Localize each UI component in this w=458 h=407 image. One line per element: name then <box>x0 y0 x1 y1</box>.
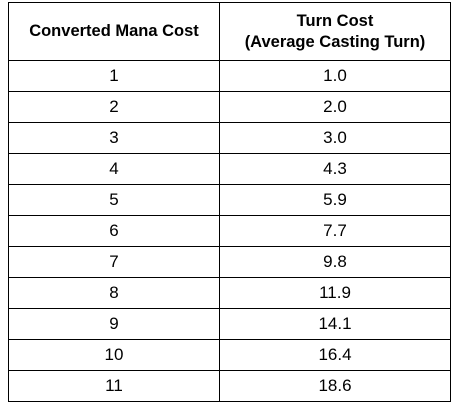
header-turn-cost: Turn Cost (Average Casting Turn) <box>219 2 451 61</box>
header-converted-mana-cost-label: Converted Mana Cost <box>29 22 199 40</box>
turn-cost-cell: 18.6 <box>219 370 451 402</box>
cmc-cell: 5 <box>8 184 220 216</box>
cmc-cell: 8 <box>8 277 220 309</box>
cmc-cell: 6 <box>8 215 220 247</box>
cmc-cell: 1 <box>8 60 220 92</box>
table-row: 11 18.6 <box>8 370 451 402</box>
header-row: Converted Mana Cost Turn Cost (Average C… <box>8 2 451 61</box>
cmc-cell: 2 <box>8 91 220 123</box>
cmc-cell: 3 <box>8 122 220 154</box>
table-row: 4 4.3 <box>8 153 451 185</box>
cmc-cell: 9 <box>8 308 220 340</box>
table-row: 3 3.0 <box>8 122 451 154</box>
turn-cost-cell: 2.0 <box>219 91 451 123</box>
turn-cost-cell: 3.0 <box>219 122 451 154</box>
turn-cost-cell: 14.1 <box>219 308 451 340</box>
table-row: 7 9.8 <box>8 246 451 278</box>
header-turn-cost-sublabel: (Average Casting Turn) <box>244 32 426 51</box>
table-row: 5 5.9 <box>8 184 451 216</box>
turn-cost-cell: 16.4 <box>219 339 451 371</box>
turn-cost-cell: 5.9 <box>219 184 451 216</box>
table-row: 10 16.4 <box>8 339 451 371</box>
turn-cost-cell: 7.7 <box>219 215 451 247</box>
cmc-cell: 10 <box>8 339 220 371</box>
turn-cost-cell: 4.3 <box>219 153 451 185</box>
mana-cost-table: Converted Mana Cost Turn Cost (Average C… <box>8 2 451 402</box>
turn-cost-cell: 9.8 <box>219 246 451 278</box>
table-row: 2 2.0 <box>8 91 451 123</box>
table-row: 6 7.7 <box>8 215 451 247</box>
turn-cost-cell: 1.0 <box>219 60 451 92</box>
table-row: 9 14.1 <box>8 308 451 340</box>
cmc-cell: 11 <box>8 370 220 402</box>
table-row: 1 1.0 <box>8 60 451 92</box>
table-row: 8 11.9 <box>8 277 451 309</box>
header-converted-mana-cost: Converted Mana Cost <box>8 2 220 61</box>
cmc-cell: 4 <box>8 153 220 185</box>
header-turn-cost-label: Turn Cost <box>296 11 374 30</box>
turn-cost-cell: 11.9 <box>219 277 451 309</box>
cmc-cell: 7 <box>8 246 220 278</box>
